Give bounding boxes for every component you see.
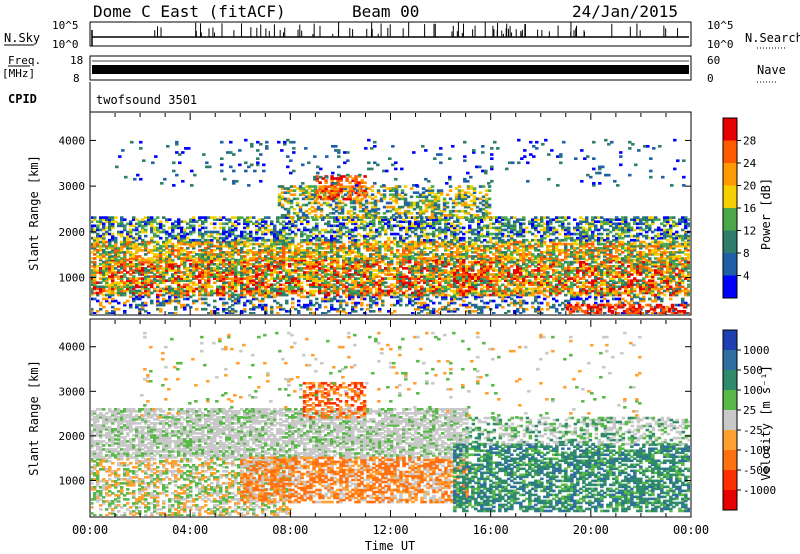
nave-tick-top: 60: [707, 54, 720, 67]
colorbar-swatch: [723, 275, 737, 299]
colorbar-tick-label: 28: [743, 135, 756, 148]
nave-label: Nave: [757, 63, 786, 77]
colorbar-tick-label: 25: [743, 404, 756, 417]
colorbar-swatch: [723, 470, 737, 491]
date-title: 24/Jan/2015: [572, 2, 678, 21]
colorbar-tick-label: -1000: [743, 484, 776, 497]
power-colorbar: 28 24 20 16 12 8 4: [722, 117, 757, 299]
velocity-x-axis: 00:00 04:00 08:00 12:00 16:00 20:00 00:00: [72, 320, 709, 537]
freq-tick-bottom: 8: [73, 72, 80, 85]
x-tick-label: 04:00: [172, 523, 208, 537]
y-tick-label: 4000: [59, 134, 86, 147]
nsearch-tick-top: 10^5: [707, 19, 734, 32]
colorbar-swatch: [723, 370, 737, 391]
velocity-xlabel: Time UT: [365, 539, 416, 553]
colorbar-swatch: [723, 350, 737, 371]
x-tick-label: 00:00: [72, 523, 108, 537]
colorbar-tick-label: -25: [743, 424, 763, 437]
colorbar-swatch: [723, 430, 737, 451]
y-tick-label: 4000: [59, 341, 86, 354]
power-colorbar-label: Power [dB]: [759, 178, 773, 250]
colorbar-swatch: [723, 330, 737, 351]
y-tick-label: 2000: [59, 226, 86, 239]
freq-trace: [92, 65, 689, 74]
colorbar-tick-label: 24: [743, 157, 757, 170]
y-tick-label: 1000: [59, 474, 86, 487]
x-tick-label: 20:00: [573, 523, 609, 537]
power-x-ticks: [89, 113, 692, 315]
colorbar-swatch: [723, 163, 737, 186]
cpid-strip: CPID twofsound 3501: [8, 82, 197, 112]
freq-unit: [MHz]: [2, 67, 35, 80]
nsky-label: N.Sky: [4, 31, 40, 45]
nsearch-tick-bottom: 10^0: [707, 38, 734, 51]
colorbar-tick-label: 12: [743, 225, 756, 238]
velocity-heatmap: [91, 331, 690, 516]
x-tick-label: 08:00: [272, 523, 308, 537]
nsearch-label: N.Search: [745, 31, 800, 45]
nave-tick-bottom: 0: [707, 72, 714, 85]
colorbar-tick-label: 4: [743, 270, 750, 283]
colorbar-tick-label: 20: [743, 180, 756, 193]
nsky-tick-top: 10^5: [52, 19, 79, 32]
power-ylabel: Slant Range [km]: [27, 155, 41, 271]
colorbar-swatch: [723, 140, 737, 164]
nsky-trace: [91, 22, 689, 46]
colorbar-tick-label: 8: [743, 247, 750, 260]
velocity-colorbar: 1000 500 100 25 -25 -100 -500 -1000: [722, 329, 776, 511]
x-tick-label: 12:00: [372, 523, 408, 537]
y-tick-label: 3000: [59, 180, 86, 193]
freq-label: Freq.: [8, 54, 41, 67]
velocity-colorbar-label: Velocity [m s⁻¹]: [759, 365, 773, 481]
colorbar-swatch: [723, 118, 737, 141]
power-heatmap: [91, 138, 690, 314]
power-panel: 1000 2000 3000 4000 Slant Range [km] 28 24 20…: [27, 111, 773, 316]
nsky-tick-bottom: 10^0: [52, 38, 79, 51]
colorbar-tick-label: -500: [743, 464, 770, 477]
colorbar-tick-label: 100: [743, 384, 763, 397]
cpid-label: CPID: [8, 92, 37, 106]
x-tick-label: 16:00: [473, 523, 509, 537]
y-tick-label: 3000: [59, 385, 86, 398]
colorbar-tick-label: 500: [743, 364, 763, 377]
colorbar-tick-label: 1000: [743, 344, 770, 357]
colorbar-swatch: [723, 410, 737, 431]
colorbar-swatch: [723, 208, 737, 231]
velocity-y-axis: 1000 2000 3000 4000: [59, 341, 691, 487]
colorbar-swatch: [723, 230, 737, 254]
colorbar-swatch: [723, 185, 737, 209]
colorbar-swatch: [723, 450, 737, 471]
y-tick-label: 2000: [59, 430, 86, 443]
nsky-strip: N.Sky 10^5 10^0 10^5 10^0 N.Search: [4, 19, 800, 51]
station-title: Dome C East (fitACF): [93, 2, 286, 21]
colorbar-tick-label: 16: [743, 202, 756, 215]
x-tick-label: 00:00: [673, 523, 709, 537]
cpid-value: twofsound 3501: [96, 93, 197, 107]
colorbar-swatch: [723, 490, 737, 511]
y-tick-label: 1000: [59, 272, 86, 285]
freq-strip: Freq. [MHz] 18 8 60 0 Nave: [2, 54, 786, 85]
velocity-ylabel: Slant Range [km]: [27, 360, 41, 476]
colorbar-swatch: [723, 253, 737, 276]
colorbar-swatch: [723, 390, 737, 411]
freq-tick-top: 18: [70, 54, 83, 67]
colorbar-tick-label: -100: [743, 444, 770, 457]
beam-title: Beam 00: [352, 2, 419, 21]
power-y-axis: 1000 2000 3000 4000: [59, 134, 691, 285]
